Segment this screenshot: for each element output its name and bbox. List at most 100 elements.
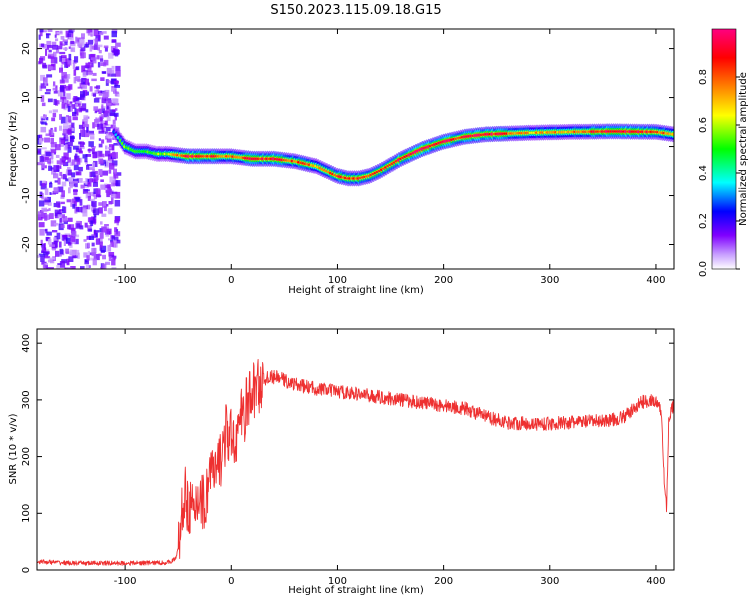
noise-cell	[57, 263, 62, 266]
noise-cell	[114, 114, 117, 121]
noise-cell	[63, 234, 68, 242]
noise-cell	[94, 151, 100, 158]
noise-cell	[103, 59, 109, 66]
noise-cell	[80, 266, 85, 269]
noise-cell	[111, 160, 118, 166]
noise-cell	[56, 232, 61, 240]
noise-cell	[55, 154, 60, 158]
noise-cell	[79, 145, 85, 150]
noise-cell	[55, 144, 61, 151]
noise-cell	[114, 83, 118, 86]
noise-cell	[39, 57, 44, 64]
noise-cell	[100, 221, 103, 225]
noise-cell	[104, 110, 107, 114]
y-tick-label: 400	[21, 334, 32, 353]
noise-cell	[39, 180, 43, 186]
noise-cell	[44, 137, 50, 143]
noise-cell	[90, 57, 97, 64]
noise-cell	[44, 263, 48, 266]
noise-cell	[69, 243, 73, 248]
noise-cell	[98, 50, 102, 54]
y-tick-label: 0	[21, 143, 32, 149]
noise-cell	[67, 33, 72, 38]
noise-cell	[100, 245, 107, 252]
noise-cell	[92, 179, 96, 182]
noise-cell	[88, 141, 94, 147]
noise-cell	[67, 167, 71, 172]
noise-cell	[109, 162, 115, 170]
noise-cell	[77, 42, 83, 48]
noise-cell	[101, 120, 104, 127]
noise-cell	[76, 249, 80, 255]
noise-cell	[74, 183, 78, 188]
noise-cell	[55, 48, 60, 54]
noise-cell	[49, 192, 52, 195]
noise-cell	[97, 118, 101, 123]
noise-cell	[59, 114, 62, 120]
noise-cell	[108, 238, 114, 241]
noise-cell	[95, 233, 98, 237]
noise-cell	[86, 255, 90, 261]
noise-cell	[87, 164, 93, 167]
noise-cell	[41, 147, 47, 150]
noise-cell	[57, 45, 63, 50]
noise-cell	[38, 134, 43, 140]
noise-cell	[91, 171, 96, 177]
x-tick-label: 400	[646, 275, 665, 286]
snr-x-axis-label: Height of straight line (km)	[288, 585, 424, 596]
colorbar-tick-label: 0.2	[698, 213, 709, 229]
noise-cell	[67, 146, 72, 153]
spectrogram-frame	[36, 28, 675, 270]
noise-cell	[98, 202, 103, 206]
noise-cell	[42, 62, 47, 68]
spectrogram-y-axis-label: Frequency (Hz)	[8, 111, 19, 187]
noise-cell	[85, 78, 89, 85]
noise-cell	[67, 224, 71, 230]
noise-cell	[60, 201, 65, 205]
noise-cell	[98, 161, 104, 165]
noise-cell	[79, 147, 82, 153]
noise-cell	[75, 234, 80, 238]
noise-cell	[45, 251, 50, 254]
noise-cell	[99, 117, 103, 122]
noise-cell	[41, 261, 47, 265]
noise-cell	[64, 41, 68, 46]
noise-cell	[108, 201, 113, 205]
noise-cell	[75, 222, 81, 229]
noise-cell	[65, 85, 71, 91]
noise-cell	[105, 261, 111, 265]
noise-cell	[106, 80, 110, 84]
noise-cell	[99, 153, 105, 158]
noise-cell	[93, 175, 99, 182]
noise-cell	[75, 37, 81, 42]
noise-cell	[54, 209, 61, 217]
noise-cell	[39, 191, 43, 198]
noise-cell	[81, 33, 85, 40]
noise-cell	[111, 98, 118, 103]
x-tick-label: 200	[434, 576, 453, 587]
noise-cell	[65, 74, 71, 79]
y-tick-label: -10	[21, 187, 32, 203]
noise-cell	[113, 143, 119, 146]
noise-cell	[111, 31, 117, 38]
noise-cell	[100, 184, 106, 190]
noise-cell	[68, 106, 71, 112]
noise-cell	[99, 244, 102, 251]
noise-cell	[72, 255, 76, 259]
x-tick-label: 100	[328, 275, 347, 286]
noise-cell	[63, 123, 69, 129]
noise-cell	[51, 63, 56, 71]
noise-cell	[86, 91, 89, 96]
colorbar-tick-label: 0.8	[698, 69, 709, 85]
noise-cell	[112, 180, 119, 186]
noise-cell	[73, 189, 78, 192]
snr-x-ticks: -100 0 100 200 300 400	[114, 329, 665, 587]
noise-cell	[83, 43, 90, 48]
colorbar-label: Normalized spectral amplitude	[738, 72, 749, 226]
noise-cell	[73, 76, 77, 84]
noise-cell	[103, 205, 107, 212]
noise-cell	[91, 252, 97, 257]
noise-cell	[109, 159, 113, 167]
noise-cell	[70, 41, 75, 45]
noise-cell	[86, 235, 91, 240]
